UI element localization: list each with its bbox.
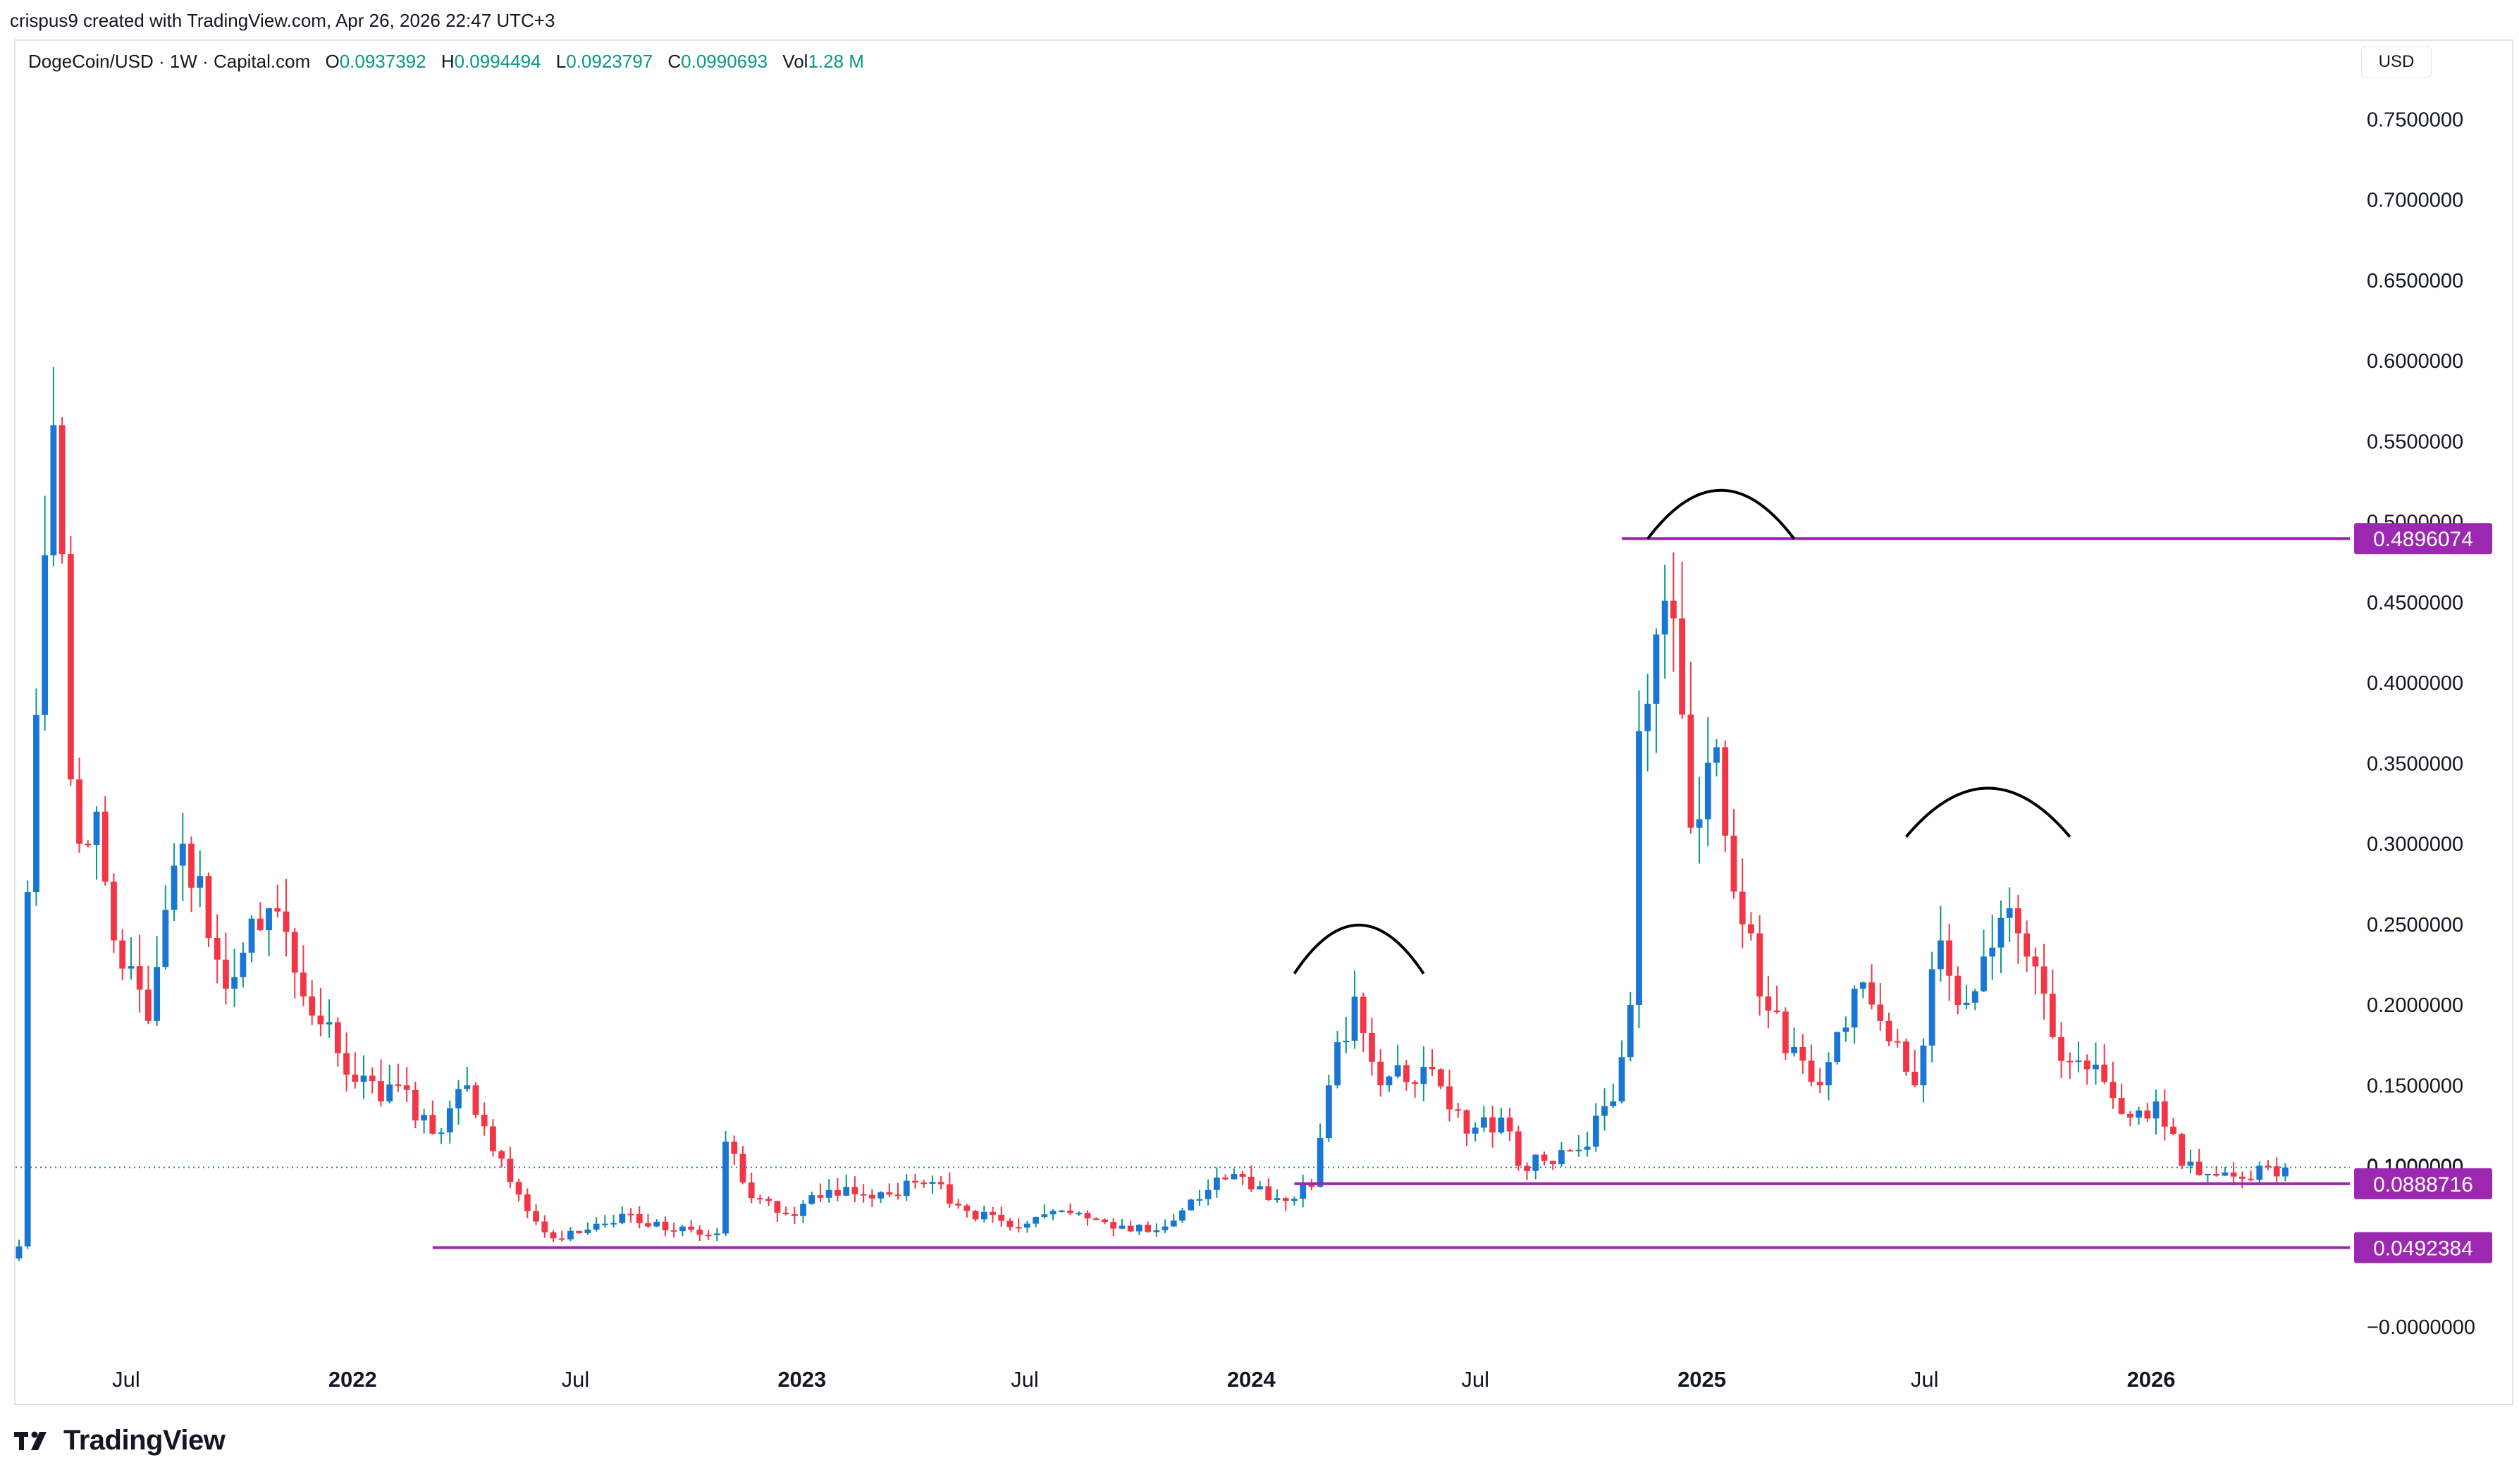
symbol-line: DogeCoin/USD · 1W · Capital.com [28,51,311,72]
currency-button[interactable]: USD [2361,47,2432,78]
tradingview-logo-icon [14,1431,47,1450]
tradingview-wordmark: TradingView [63,1425,226,1456]
created-note: crispus9 created with TradingView.com, A… [10,10,555,31]
volume-value: 1.28 M [808,51,864,72]
close-label: C [667,51,682,72]
high-label: H [441,51,455,72]
low-label: L [555,51,567,72]
open-value: 0.0937392 [339,51,426,72]
close-value: 0.0990693 [681,51,768,72]
chart-panel[interactable] [14,39,2513,1405]
open-label: O [325,51,340,72]
high-value: 0.0994494 [454,51,541,72]
tradingview-logo[interactable]: TradingView [14,1425,226,1457]
volume-label: Vol [782,51,808,72]
low-value: 0.0923797 [566,51,653,72]
symbol-legend: DogeCoin/USD · 1W · Capital.com O0.09373… [28,51,864,73]
